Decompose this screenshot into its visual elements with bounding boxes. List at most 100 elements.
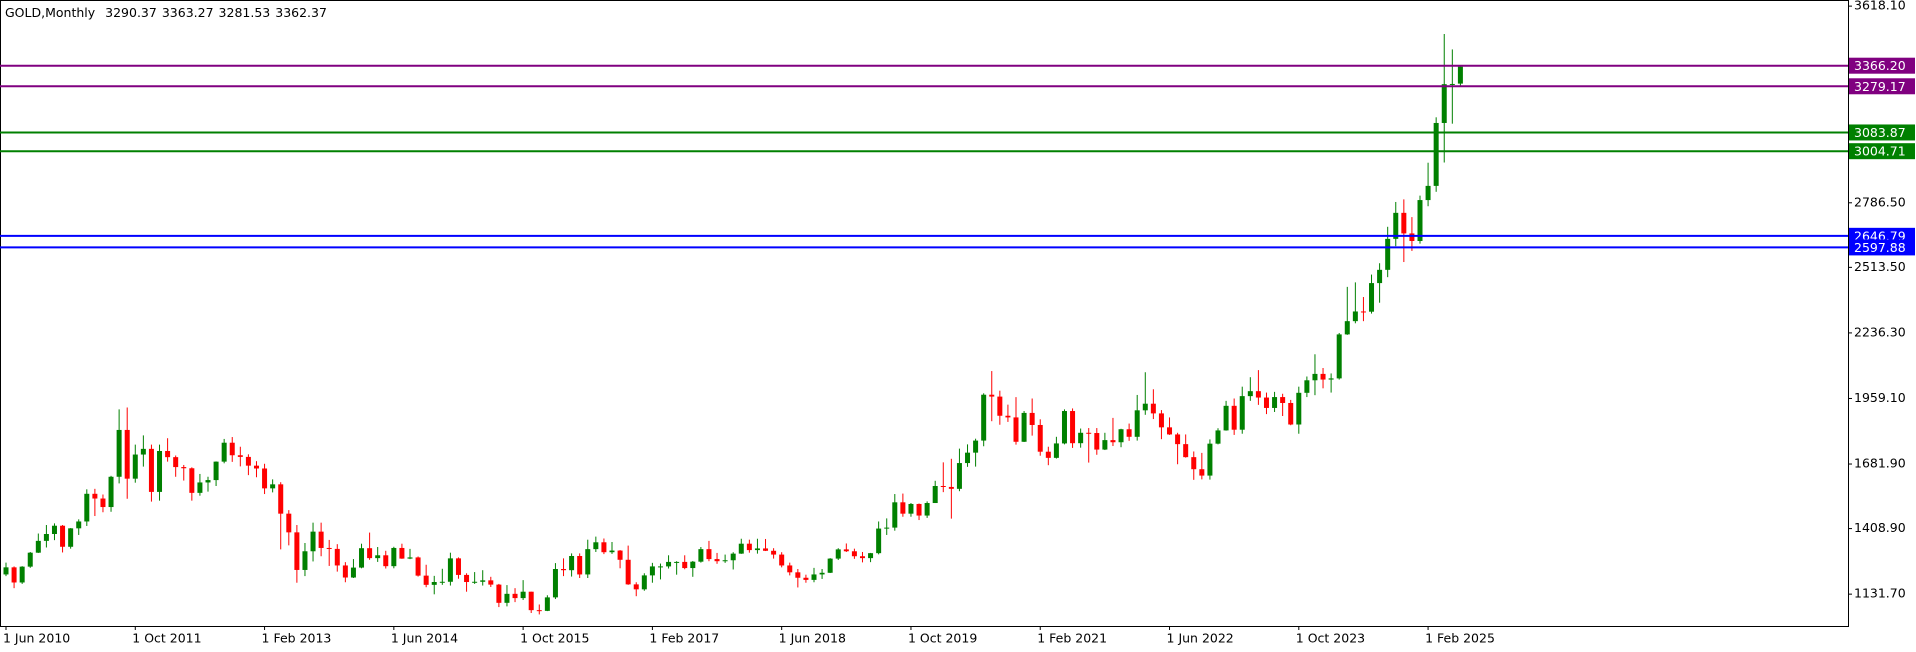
candle-body [1352,311,1358,322]
candle-body [973,440,979,453]
candle-body [1272,397,1278,408]
candle-body [157,450,163,492]
candle-body [1061,411,1067,444]
candle-body [512,593,518,599]
candle-body [84,493,90,522]
candle-body [811,574,817,580]
candle-body [698,549,704,562]
candle-body [706,549,712,560]
candle-body [35,540,41,553]
candle-body [504,593,510,603]
candle-body [1158,413,1164,428]
candle-body [851,551,857,557]
candle-body [601,542,607,553]
y-tick-label: 1959.10 [1854,390,1906,405]
candle-body [270,484,276,489]
candle-body [1029,412,1035,425]
candle-body [27,552,33,567]
candle-body [100,498,106,508]
candle-body [496,584,502,603]
candle-body [965,452,971,464]
header-open: 3290.37 [105,5,157,20]
candle-body [140,448,146,455]
candle-body [76,521,82,529]
candle-body [649,566,655,576]
candle-body [1070,411,1076,444]
candle-body [1207,443,1213,476]
candle-body [43,534,49,541]
candle-body [932,485,938,504]
candle-body [1078,432,1084,444]
candle-body [447,558,453,582]
candle-body [956,463,962,489]
level-label-box [1849,78,1915,95]
candle-body [132,454,138,479]
candle-body [827,558,833,573]
x-tick-label: 1 Jun 2010 [3,631,70,646]
candle-body [1369,283,1375,312]
candle-body [359,548,365,568]
candle-body [1344,321,1350,335]
candle-body [1021,412,1027,442]
candle-body [1255,391,1261,398]
x-tick-label: 1 Feb 2025 [1425,631,1495,646]
candle-body [819,572,825,575]
candle-body [795,572,801,578]
candle-body [302,551,308,570]
candle-body [1328,378,1334,380]
candle-body [1239,396,1245,430]
candle-body [367,548,373,559]
candle-body [714,559,720,562]
candle-body [173,457,179,468]
candle-body [205,480,211,483]
candle-body [1215,430,1221,444]
candle-body [625,559,631,585]
candle-body [189,468,195,493]
candle-body [552,569,558,598]
candle-body [1247,391,1253,397]
candle-body [1167,427,1173,435]
header-high: 3363.27 [162,5,214,20]
candle-body [803,577,809,580]
y-tick-label: 2513.50 [1854,259,1906,274]
candle-body [19,566,25,583]
header-close: 3362.37 [275,5,327,20]
candle-body [1175,434,1181,445]
x-tick-label: 1 Oct 2019 [908,631,977,646]
x-tick-label: 1 Oct 2015 [520,631,589,646]
candle-body [1401,212,1407,234]
level-label-box [1849,143,1915,160]
candle-body [51,525,57,535]
candle-body [326,547,332,549]
x-tick-label: 1 Feb 2021 [1037,631,1107,646]
candle-body [948,486,954,489]
candle-body [682,561,688,569]
candle-body [399,547,405,559]
candle-body [383,555,389,567]
level-label: 3366.20 [1854,58,1906,73]
candle-body [940,485,946,487]
candle-body [124,429,130,479]
candle-body [1312,373,1318,381]
candle-body [11,567,17,583]
level-label: 2597.88 [1854,240,1906,255]
candle-body [1393,212,1399,239]
candle-body [60,525,66,547]
candle-body [1199,469,1205,476]
candle-body [771,550,777,555]
candle-body [908,503,914,514]
candle-body [1425,185,1431,201]
y-tick-label: 1408.90 [1854,520,1906,535]
candle-body [294,532,300,570]
candle-body [569,555,575,571]
candle-body [278,484,284,514]
candle-body [318,531,324,548]
candle-body [1449,83,1455,85]
candle-body [1320,373,1326,380]
candle-body [375,555,381,559]
candle-body [1417,200,1423,241]
candle-body [1304,380,1310,393]
level-label-box [1849,57,1915,74]
candle-body [1013,417,1019,442]
candle-body [609,550,615,553]
